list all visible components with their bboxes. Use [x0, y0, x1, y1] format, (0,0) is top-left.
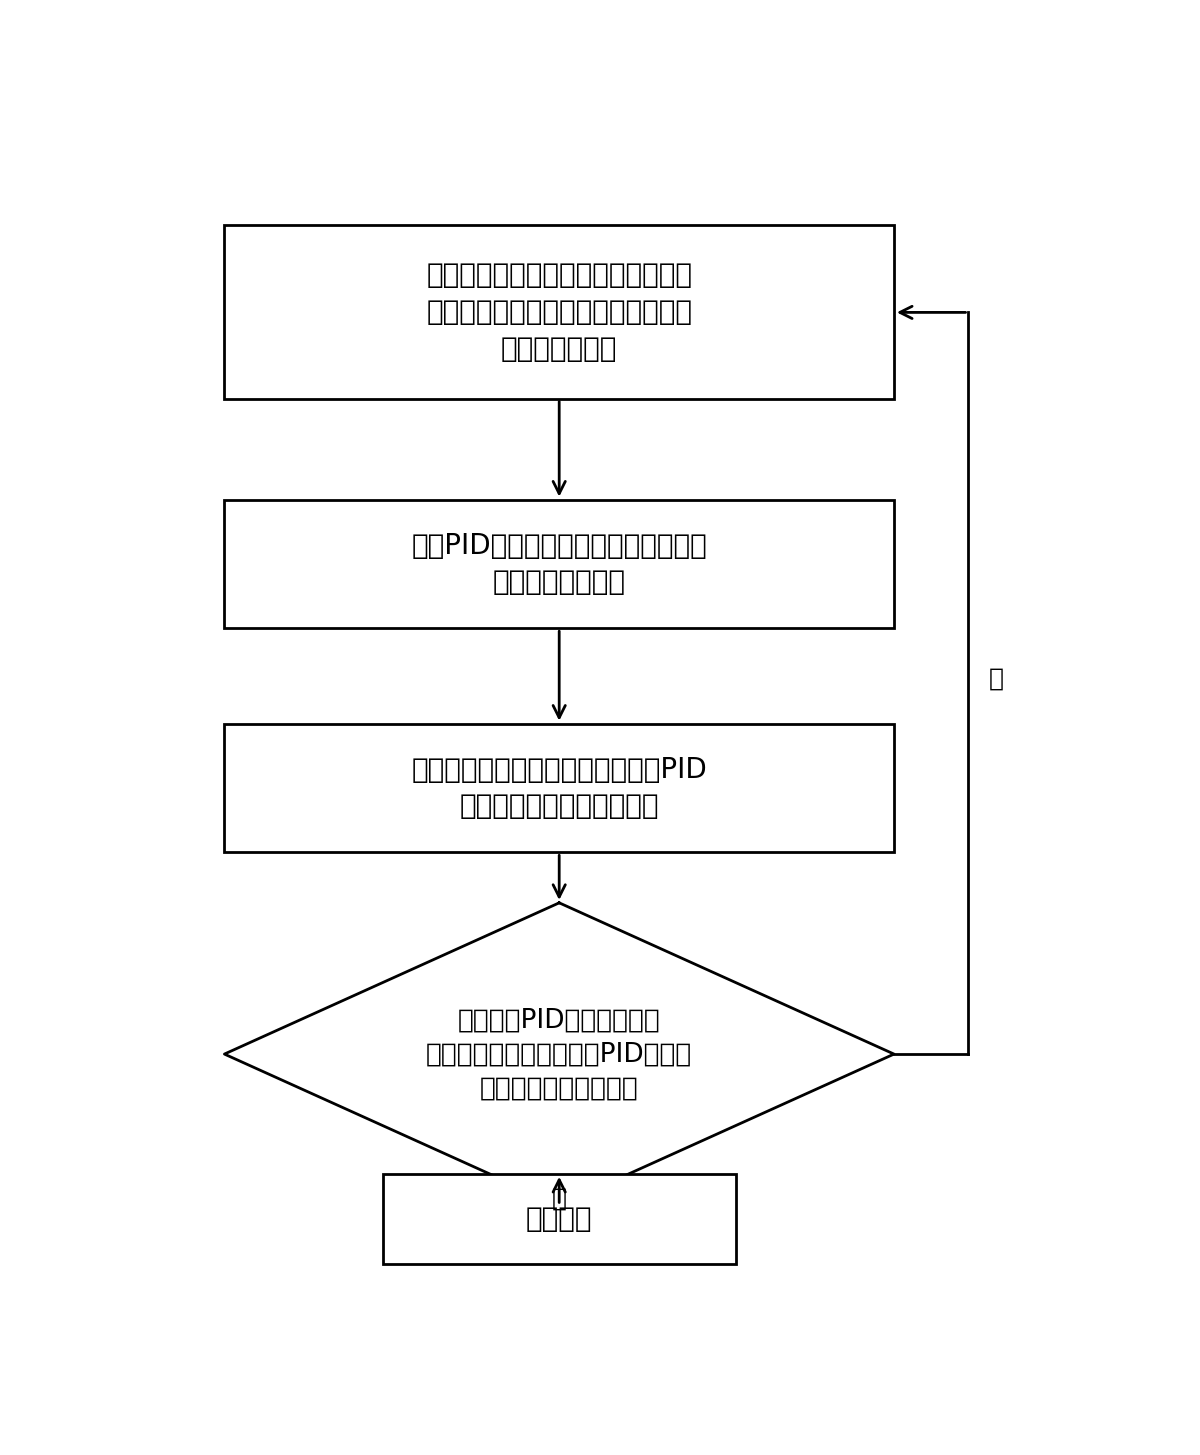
Bar — [224, 226, 894, 399]
Bar — [383, 1174, 736, 1263]
Text: 根据所述PID参数，采取仿
真模型进行仿真，并验证PID参数是
否优化超低频振荡阻尼: 根据所述PID参数，采取仿 真模型进行仿真，并验证PID参数是 否优化超低频振荡… — [426, 1007, 692, 1101]
Text: 采用仿真模型进行时域仿真，确定PID
参数中的积分环节放大倍数: 采用仿真模型进行时域仿真，确定PID 参数中的积分环节放大倍数 — [412, 755, 707, 821]
Text: 计算PID参数中的比例环节放大倍数和
微分环节放大倍数: 计算PID参数中的比例环节放大倍数和 微分环节放大倍数 — [412, 531, 707, 597]
Text: 是: 是 — [552, 1186, 566, 1211]
Text: 完成整定: 完成整定 — [526, 1205, 593, 1232]
Bar — [224, 723, 894, 853]
Text: 否: 否 — [989, 666, 1004, 691]
Text: 采用仿真模型进行时域仿真，确定临
界稳定状态时的比例环节放大倍数和
对应的振荡周期: 采用仿真模型进行时域仿真，确定临 界稳定状态时的比例环节放大倍数和 对应的振荡周… — [426, 260, 692, 362]
Polygon shape — [224, 902, 894, 1205]
Bar — [224, 499, 894, 629]
